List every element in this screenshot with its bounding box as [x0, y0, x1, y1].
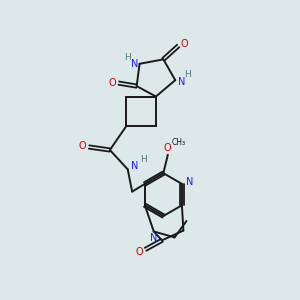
Text: O: O — [108, 78, 116, 88]
Text: O: O — [79, 140, 86, 151]
Text: N: N — [178, 76, 185, 87]
Text: H: H — [140, 155, 146, 164]
Text: O: O — [181, 40, 189, 50]
Text: N: N — [150, 233, 158, 243]
Text: N: N — [130, 161, 138, 171]
Text: H: H — [184, 70, 191, 79]
Text: CH₃: CH₃ — [171, 138, 185, 147]
Text: O: O — [135, 247, 143, 257]
Text: N: N — [186, 177, 193, 188]
Text: H: H — [124, 53, 130, 62]
Text: N: N — [130, 59, 138, 69]
Text: O: O — [164, 143, 171, 153]
